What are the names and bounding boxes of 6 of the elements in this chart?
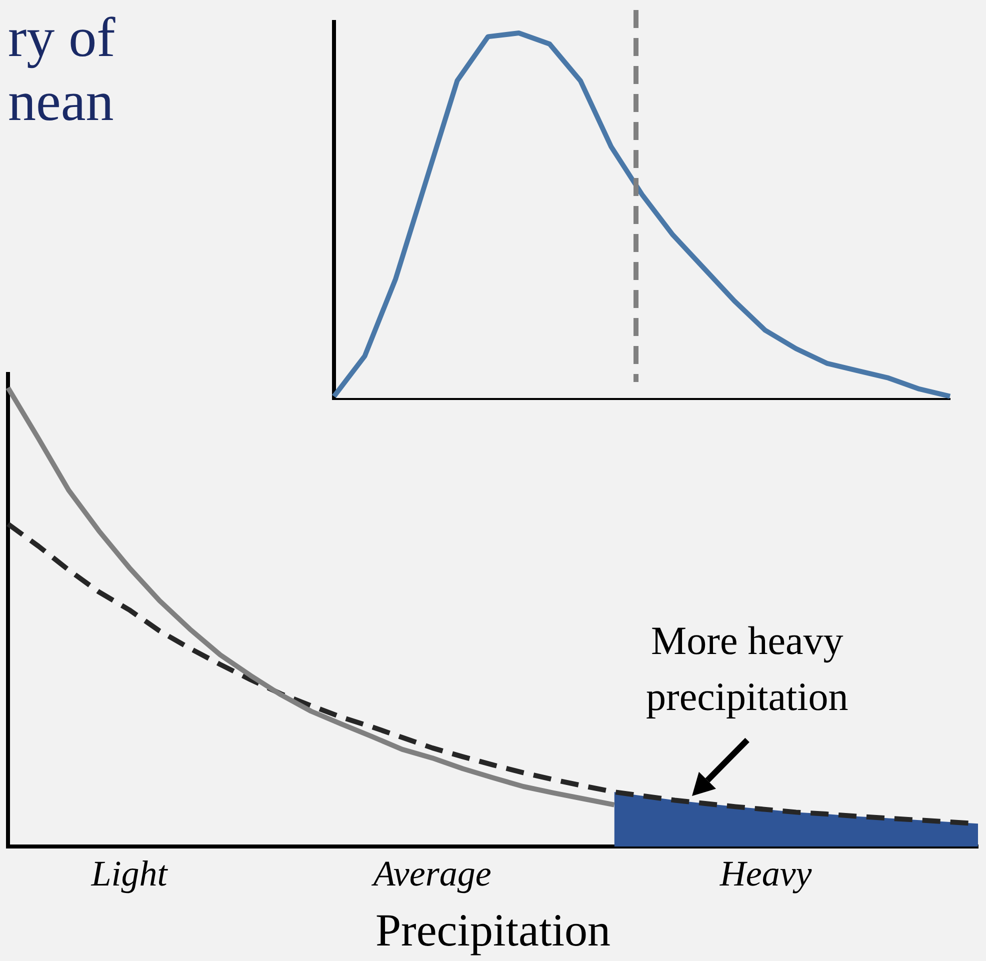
x-axis-title: Precipitation <box>375 904 611 956</box>
annotation: More heavy precipitation <box>646 618 848 719</box>
x-tick-label: Heavy <box>718 854 812 894</box>
x-tick-label: Light <box>90 854 168 894</box>
chart-title: ry of nean <box>8 6 116 134</box>
x-tick-label: Average <box>371 854 492 894</box>
